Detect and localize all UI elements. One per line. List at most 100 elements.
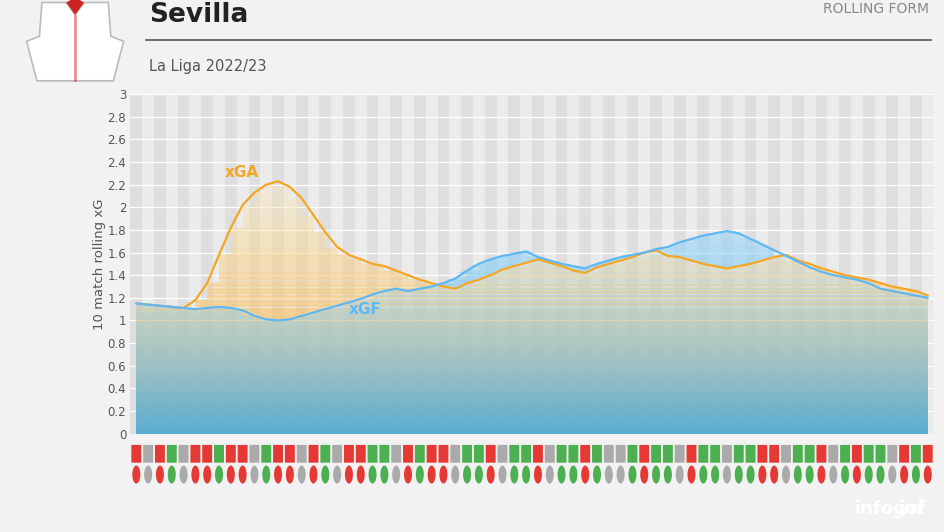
Bar [626,94,638,434]
Bar [260,94,272,434]
Bar [661,94,673,434]
Ellipse shape [899,466,907,484]
FancyBboxPatch shape [249,445,259,463]
FancyBboxPatch shape [685,445,696,463]
Bar [697,94,708,434]
FancyBboxPatch shape [450,445,460,463]
Ellipse shape [238,466,246,484]
FancyBboxPatch shape [757,445,767,463]
Bar [472,94,484,434]
Ellipse shape [404,466,412,484]
Ellipse shape [757,466,766,484]
Ellipse shape [722,466,731,484]
Ellipse shape [451,466,459,484]
FancyBboxPatch shape [226,445,236,463]
FancyBboxPatch shape [391,445,401,463]
Bar [744,94,755,434]
Ellipse shape [321,466,329,484]
FancyBboxPatch shape [816,445,825,463]
Ellipse shape [557,466,565,484]
Ellipse shape [144,466,152,484]
FancyBboxPatch shape [910,445,919,463]
FancyBboxPatch shape [213,445,224,463]
Bar [449,94,461,434]
Ellipse shape [840,466,849,484]
Ellipse shape [214,466,223,484]
Bar [850,94,862,434]
FancyBboxPatch shape [886,445,897,463]
FancyBboxPatch shape [544,445,554,463]
FancyBboxPatch shape [438,445,447,463]
Bar [649,94,661,434]
Ellipse shape [533,466,542,484]
Bar [425,94,437,434]
FancyBboxPatch shape [403,445,413,463]
FancyBboxPatch shape [627,445,636,463]
Bar [177,94,189,434]
Bar [591,94,602,434]
FancyBboxPatch shape [356,445,365,463]
FancyBboxPatch shape [532,445,542,463]
Ellipse shape [345,466,353,484]
Ellipse shape [746,466,753,484]
Ellipse shape [227,466,234,484]
Ellipse shape [769,466,777,484]
Bar [343,94,355,434]
FancyBboxPatch shape [497,445,507,463]
Bar [378,94,390,434]
FancyBboxPatch shape [285,445,295,463]
Ellipse shape [568,466,577,484]
Ellipse shape [156,466,164,484]
Bar [791,94,802,434]
Ellipse shape [179,466,187,484]
Bar [236,94,248,434]
Bar [684,94,697,434]
Bar [673,94,684,434]
FancyBboxPatch shape [851,445,861,463]
FancyBboxPatch shape [792,445,801,463]
Ellipse shape [427,466,435,484]
Text: La Liga 2022/23: La Liga 2022/23 [149,60,266,74]
FancyBboxPatch shape [733,445,743,463]
Ellipse shape [793,466,801,484]
Bar [166,94,177,434]
Bar [154,94,166,434]
Ellipse shape [733,466,742,484]
FancyBboxPatch shape [721,445,731,463]
Ellipse shape [379,466,388,484]
Ellipse shape [686,466,695,484]
Bar [201,94,212,434]
Ellipse shape [604,466,613,484]
Ellipse shape [274,466,281,484]
FancyBboxPatch shape [650,445,661,463]
Ellipse shape [804,466,813,484]
Bar [885,94,897,434]
FancyBboxPatch shape [863,445,872,463]
Bar [579,94,591,434]
FancyBboxPatch shape [674,445,683,463]
FancyBboxPatch shape [178,445,188,463]
Ellipse shape [699,466,706,484]
Bar [602,94,614,434]
Ellipse shape [474,466,482,484]
Ellipse shape [285,466,294,484]
Ellipse shape [168,466,176,484]
Ellipse shape [546,466,553,484]
FancyBboxPatch shape [202,445,211,463]
FancyBboxPatch shape [320,445,330,463]
Text: infogol: infogol [853,500,923,518]
Bar [708,94,720,434]
Ellipse shape [392,466,400,484]
Bar [909,94,920,434]
Ellipse shape [710,466,718,484]
Bar [519,94,531,434]
Bar [390,94,402,434]
FancyBboxPatch shape [921,445,932,463]
Bar [355,94,366,434]
FancyBboxPatch shape [615,445,625,463]
FancyBboxPatch shape [332,445,342,463]
Ellipse shape [581,466,589,484]
FancyBboxPatch shape [261,445,271,463]
FancyBboxPatch shape [143,445,153,463]
Bar [330,94,343,434]
